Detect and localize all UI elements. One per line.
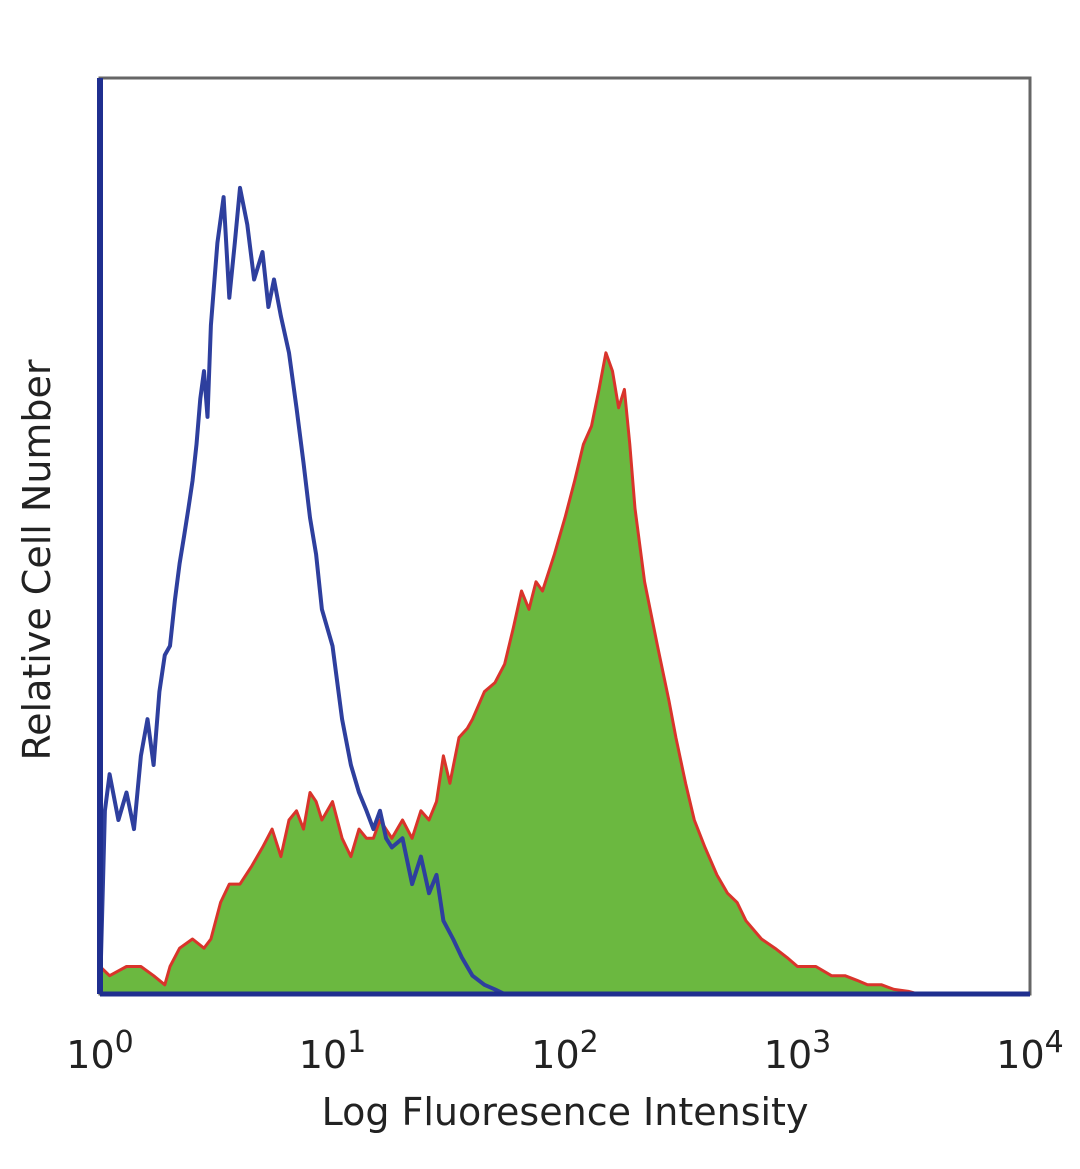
x-tick-base: 10 <box>996 1033 1044 1077</box>
x-tick-base: 10 <box>531 1033 579 1077</box>
x-tick-label: 102 <box>531 1025 598 1077</box>
x-tick-base: 10 <box>299 1033 347 1077</box>
x-tick-label: 101 <box>299 1025 366 1077</box>
x-tick-label: 100 <box>66 1025 133 1077</box>
series-1-area <box>100 352 919 994</box>
x-tick-exponent: 3 <box>812 1025 831 1060</box>
x-tick-exponent: 2 <box>580 1025 599 1060</box>
x-tick-base: 10 <box>66 1033 114 1077</box>
x-tick-label: 103 <box>764 1025 831 1077</box>
series-1-edge <box>98 351 919 996</box>
y-axis-label: Relative Cell Number <box>15 359 59 760</box>
x-tick-exponent: 1 <box>347 1025 366 1060</box>
series-0-line <box>98 185 506 996</box>
x-tick-exponent: 0 <box>115 1025 134 1060</box>
x-tick-exponent: 4 <box>1045 1025 1064 1060</box>
x-axis-label: Log Fluoresence Intensity <box>322 1090 809 1134</box>
x-tick-labels: 100 101 102 103 104 <box>66 1025 1063 1077</box>
series-layer <box>98 185 919 996</box>
x-tick-base: 10 <box>764 1033 812 1077</box>
x-tick-label: 104 <box>996 1025 1063 1077</box>
